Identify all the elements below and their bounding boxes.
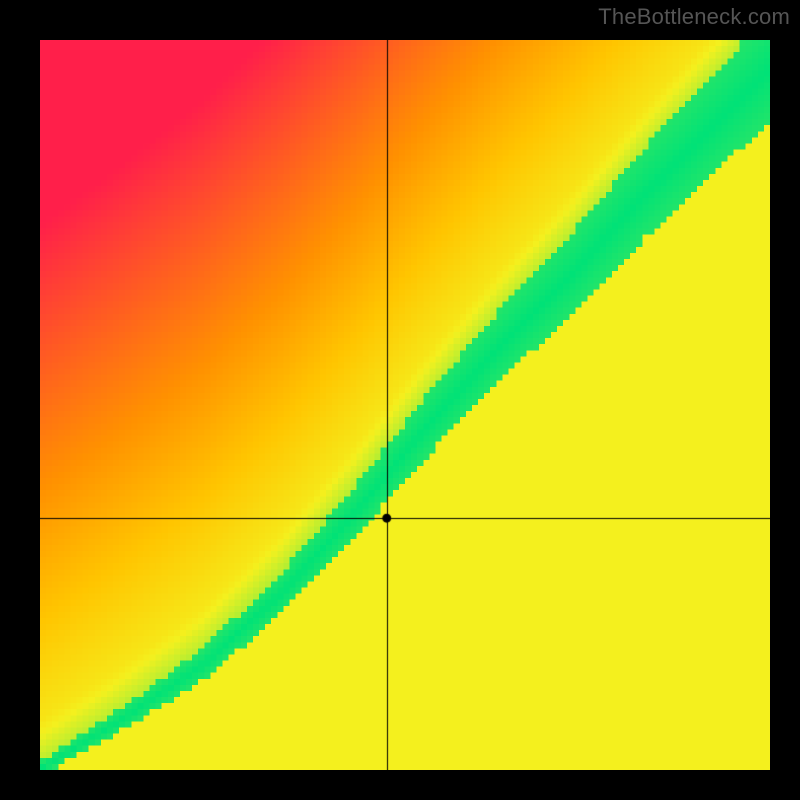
chart-container: TheBottleneck.com (0, 0, 800, 800)
watermark-text: TheBottleneck.com (598, 4, 790, 30)
crosshair-overlay (40, 40, 770, 770)
